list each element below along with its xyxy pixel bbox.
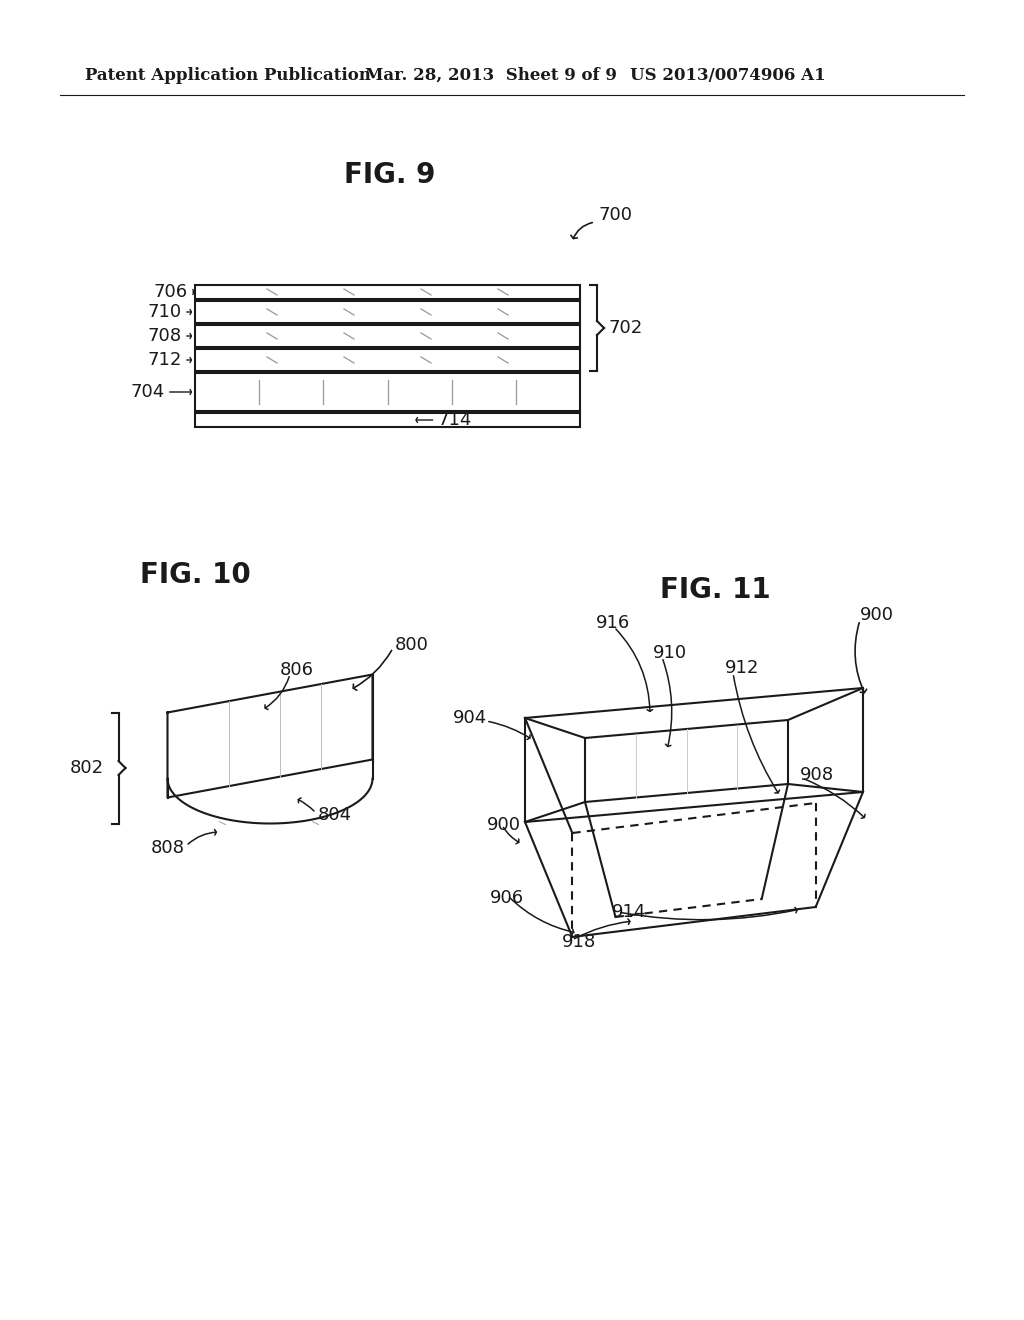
Text: 918: 918 <box>562 933 596 950</box>
Text: 912: 912 <box>725 659 760 677</box>
Text: 712: 712 <box>147 351 182 370</box>
Bar <box>195 348 580 371</box>
Text: 904: 904 <box>453 709 487 727</box>
Text: 710: 710 <box>147 304 182 321</box>
Text: 900: 900 <box>487 816 521 834</box>
Text: 804: 804 <box>318 807 352 824</box>
Text: 916: 916 <box>596 614 630 632</box>
Text: 802: 802 <box>70 759 103 777</box>
Text: 706: 706 <box>154 282 188 301</box>
Text: Patent Application Publication: Patent Application Publication <box>85 66 371 83</box>
Text: Mar. 28, 2013  Sheet 9 of 9: Mar. 28, 2013 Sheet 9 of 9 <box>365 66 616 83</box>
Bar <box>195 301 580 323</box>
Text: 714: 714 <box>437 411 472 429</box>
Text: 900: 900 <box>860 606 894 624</box>
Text: 906: 906 <box>490 888 524 907</box>
Text: 708: 708 <box>147 327 182 345</box>
Text: 910: 910 <box>653 644 687 663</box>
Text: 700: 700 <box>598 206 632 224</box>
Bar <box>195 325 580 347</box>
Bar <box>195 413 580 426</box>
Text: 806: 806 <box>280 661 314 678</box>
Text: 908: 908 <box>800 766 835 784</box>
Text: FIG. 9: FIG. 9 <box>344 161 435 189</box>
Bar <box>195 374 580 411</box>
Text: 914: 914 <box>612 903 646 921</box>
Text: 800: 800 <box>395 636 429 653</box>
Text: 808: 808 <box>151 840 185 857</box>
Text: FIG. 11: FIG. 11 <box>659 576 770 605</box>
Text: 704: 704 <box>131 383 165 401</box>
Text: US 2013/0074906 A1: US 2013/0074906 A1 <box>630 66 825 83</box>
Text: 702: 702 <box>609 319 643 337</box>
Bar <box>195 285 580 300</box>
Text: FIG. 10: FIG. 10 <box>139 561 251 589</box>
